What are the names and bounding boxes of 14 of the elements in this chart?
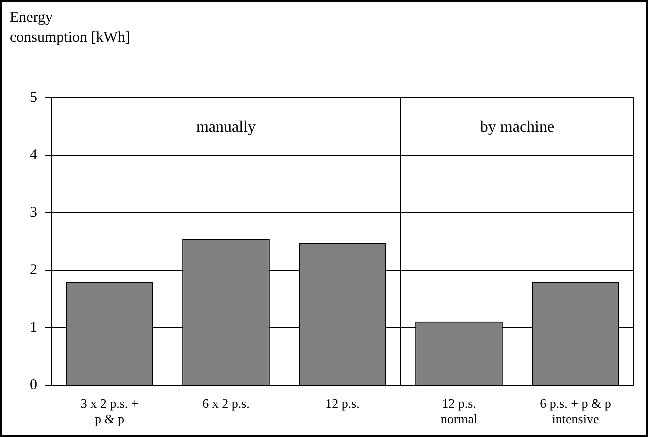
x-tick-label: 6 p.s. + p & p intensive (540, 396, 612, 427)
y-tick-label: 5 (30, 90, 38, 106)
y-axis-title: Energy consumption [kWh] (10, 9, 130, 48)
y-tick-label: 2 (30, 262, 38, 279)
x-tick-label: 12 p.s. normal (440, 396, 478, 427)
y-tick-label: 0 (30, 378, 38, 394)
x-tick-label: 3 x 2 p.s. + p & p (80, 396, 139, 427)
x-tick-label: 12 p.s. (326, 396, 360, 412)
y-tick-label: 4 (30, 147, 38, 164)
annotation: manually (196, 119, 256, 136)
y-tick-label: 1 (30, 320, 38, 336)
annotation: by machine (480, 119, 555, 136)
x-tick-label: 6 x 2 p.s. (202, 396, 250, 412)
y-tick-label: 3 (30, 205, 38, 222)
